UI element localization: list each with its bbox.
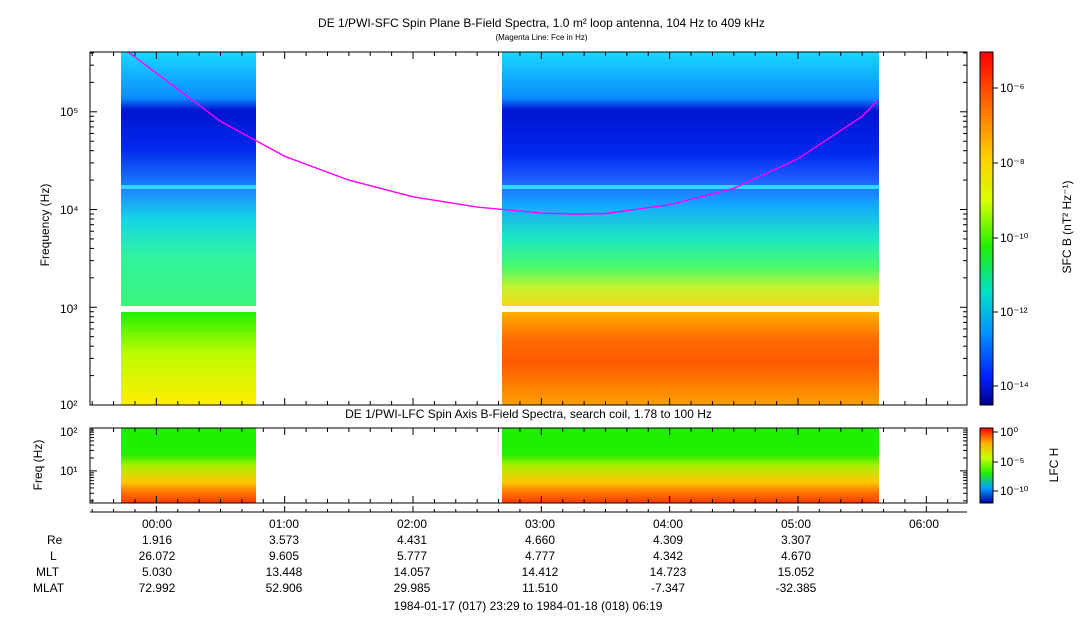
time-axis <box>90 52 967 513</box>
lfc-colorbar <box>979 427 994 504</box>
sfc-y-tick-label: 10⁴ <box>60 203 79 217</box>
sfc-y-tick-label: 10² <box>60 398 77 412</box>
ephem-value: 26.072 <box>139 549 176 563</box>
sfc-low-band-2 <box>502 312 879 405</box>
sfc-line-band-2 <box>502 185 879 189</box>
sfc-colorbar-tick: 10⁻⁸ <box>1000 156 1025 170</box>
lfc-colorbar-tick: 10⁻¹⁰ <box>1000 484 1029 498</box>
ephem-value: 5.777 <box>397 549 427 563</box>
sfc-spectrogram <box>121 52 879 405</box>
ephem-value: 72.992 <box>139 581 176 595</box>
ephem-value: 52.906 <box>266 581 303 595</box>
x-tick-label: 00:00 <box>142 517 172 531</box>
ephem-label-re: Re <box>47 533 63 547</box>
ephem-value: 4.309 <box>653 533 683 547</box>
lfc-colorbar-tick: 10⁻⁵ <box>1000 455 1025 469</box>
ephem-label-mlt: MLT <box>36 565 60 579</box>
lfc-panel-title: DE 1/PWI-LFC Spin Axis B-Field Spectra, … <box>345 407 712 421</box>
ephem-value: 5.030 <box>142 565 172 579</box>
x-tick-label: 04:00 <box>653 517 683 531</box>
ephem-value: 4.431 <box>397 533 427 547</box>
x-tick-label: 02:00 <box>397 517 427 531</box>
ephemeris-table: 1.916 3.573 4.431 4.660 4.309 3.307 26.0… <box>139 533 817 595</box>
lfc-y-tick-label: 10¹ <box>60 464 77 478</box>
sfc-colorbar <box>979 51 994 406</box>
sfc-data-block-1 <box>121 52 256 306</box>
time-range-footer: 1984-01-17 (017) 23:29 to 1984-01-18 (01… <box>394 599 663 613</box>
ephem-label-l: L <box>50 549 57 563</box>
lfc-spectrogram <box>121 428 879 503</box>
x-tick-label: 03:00 <box>525 517 555 531</box>
sfc-colorbar-tick: 10⁻¹² <box>1000 305 1028 319</box>
sfc-plot-frame <box>89 51 968 406</box>
ephem-value: 4.342 <box>653 549 683 563</box>
lfc-plot-frame <box>89 427 968 504</box>
ephem-value: 9.605 <box>269 549 299 563</box>
x-tick-label: 05:00 <box>781 517 811 531</box>
ephem-value: 4.660 <box>525 533 555 547</box>
sfc-line-band-1 <box>121 185 256 189</box>
lfc-y-ticks <box>90 427 967 502</box>
lfc-data-block-2 <box>502 428 879 503</box>
ephem-value: 29.985 <box>394 581 431 595</box>
sfc-y-ticks <box>90 52 967 406</box>
sfc-colorbar-tick: 10⁻¹⁴ <box>1000 379 1029 393</box>
sfc-y-tick-label: 10⁵ <box>60 105 78 119</box>
ephem-value: 3.307 <box>781 533 811 547</box>
ephem-value: -32.385 <box>776 581 817 595</box>
sfc-data-block-2 <box>502 52 879 306</box>
ephem-label-mlat: MLAT <box>33 581 65 595</box>
sfc-colorbar-tick: 10⁻¹⁰ <box>1000 231 1029 245</box>
sfc-y-tick-label: 10³ <box>60 302 77 316</box>
ephem-value: 4.670 <box>781 549 811 563</box>
chart-subtitle: (Magenta Line: Fce in Hz) <box>495 33 588 42</box>
ephem-value: 1.916 <box>142 533 172 547</box>
x-tick-label: 06:00 <box>909 517 939 531</box>
sfc-fce-line <box>127 52 879 215</box>
chart-title: DE 1/PWI-SFC Spin Plane B-Field Spectra,… <box>318 16 765 30</box>
lfc-y-tick-label: 10² <box>60 425 77 439</box>
ephem-value: 3.573 <box>269 533 299 547</box>
lfc-colorbar-tick: 10⁰ <box>1000 425 1018 439</box>
colorbar-ticks <box>993 87 998 492</box>
ephem-value: 4.777 <box>525 549 555 563</box>
lfc-data-block-1 <box>121 428 256 503</box>
ephem-value: -7.347 <box>651 581 685 595</box>
ephem-value: 14.412 <box>522 565 559 579</box>
ephem-value: 15.052 <box>778 565 815 579</box>
sfc-colorbar-tick: 10⁻⁶ <box>1000 81 1025 95</box>
ephem-value: 14.723 <box>650 565 687 579</box>
x-tick-label: 01:00 <box>269 517 299 531</box>
ephem-value: 11.510 <box>522 581 558 595</box>
ephem-value: 13.448 <box>266 565 303 579</box>
ephem-value: 14.057 <box>394 565 431 579</box>
sfc-low-band-1 <box>121 312 256 405</box>
